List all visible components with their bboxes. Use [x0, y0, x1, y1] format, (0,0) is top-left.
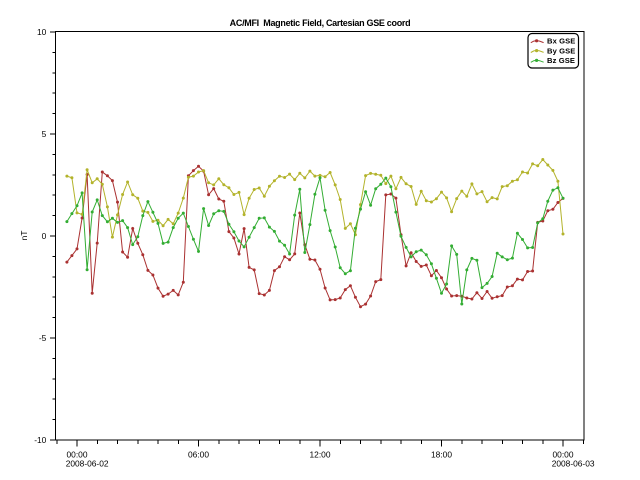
svg-text:5: 5	[42, 129, 47, 139]
svg-text:0: 0	[42, 231, 47, 241]
svg-text:12:00: 12:00	[310, 450, 331, 460]
svg-text:10: 10	[37, 27, 47, 37]
svg-text:06:00: 06:00	[188, 450, 209, 460]
svg-text:AC/MFI Magnetic Field, Cartes: AC/MFI Magnetic Field, Cartesian GSE coo…	[230, 18, 411, 28]
svg-text:-5: -5	[39, 333, 47, 343]
svg-text:-10: -10	[34, 435, 46, 445]
svg-text:Bz GSE: Bz GSE	[547, 56, 575, 65]
svg-text:Bx GSE: Bx GSE	[547, 37, 575, 46]
svg-text:nT: nT	[19, 230, 29, 241]
svg-text:2008-06-02: 2008-06-02	[66, 458, 109, 468]
svg-text:By GSE: By GSE	[547, 46, 575, 55]
svg-text:00:00: 00:00	[553, 450, 574, 460]
svg-text:2008-06-03: 2008-06-03	[552, 458, 595, 468]
svg-text:00:00: 00:00	[67, 450, 88, 460]
svg-text:18:00: 18:00	[431, 450, 452, 460]
